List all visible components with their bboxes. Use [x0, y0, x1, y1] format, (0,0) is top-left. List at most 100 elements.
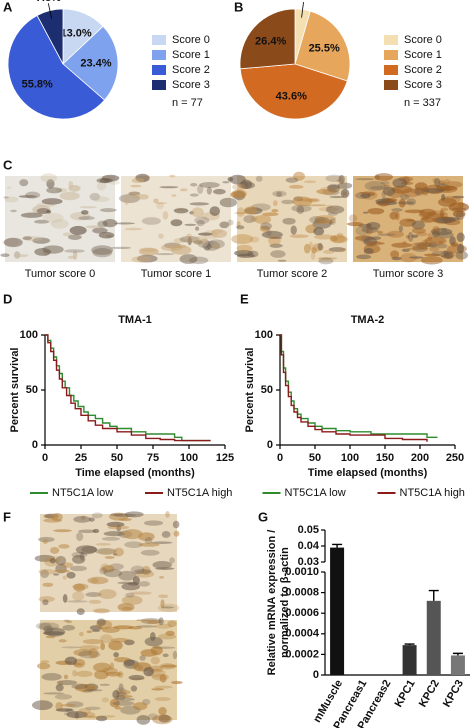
tissue-texture	[62, 594, 68, 603]
tissue-texture	[84, 706, 101, 711]
tissue-texture	[116, 689, 131, 695]
tissue-texture	[91, 245, 114, 255]
tissue-texture	[443, 216, 450, 220]
tissue-texture	[76, 532, 84, 542]
y-tick-label: 50	[26, 384, 38, 396]
tissue-texture	[114, 706, 122, 710]
x-tick-label: KPC3	[441, 678, 466, 709]
tissue-texture	[78, 529, 97, 534]
tissue-texture	[99, 683, 110, 686]
tissue-texture	[361, 235, 372, 243]
tissue-texture	[369, 185, 390, 190]
tissue-texture	[140, 649, 158, 657]
tissue-texture	[109, 698, 120, 708]
tissue-texture	[444, 179, 451, 184]
tissue-texture	[443, 250, 449, 256]
y-axis-label: Percent survival	[9, 348, 21, 433]
survival-curve	[280, 334, 428, 442]
tissue-texture	[130, 685, 138, 692]
tissue-texture	[94, 670, 109, 680]
sample-size: n = 337	[404, 97, 441, 109]
tissue-texture	[113, 547, 124, 557]
tissue-texture	[162, 210, 169, 220]
tissue-texture	[114, 694, 133, 698]
tissue-texture	[222, 181, 230, 184]
tissue-texture	[128, 191, 140, 199]
tissue-texture	[78, 708, 92, 714]
tissue-texture	[58, 639, 67, 643]
x-tick-label: 200	[411, 452, 429, 464]
tissue-texture	[10, 209, 17, 213]
tissue-texture	[100, 642, 106, 651]
tissue-texture	[428, 241, 438, 249]
tissue-texture	[82, 715, 102, 719]
tissue-texture	[38, 568, 56, 575]
tissue-texture	[93, 662, 112, 673]
tissue-texture	[34, 247, 52, 256]
tissue-texture	[330, 236, 338, 242]
legend-label: NT5C1A high	[167, 487, 232, 499]
bar	[330, 547, 345, 675]
tissue-texture	[158, 233, 164, 239]
tissue-texture	[289, 184, 304, 189]
legend-label: Score 2	[404, 64, 442, 76]
tissue-texture	[296, 205, 305, 214]
tissue-texture	[195, 226, 200, 231]
tissue-texture	[124, 227, 143, 231]
legend-swatch	[384, 65, 398, 75]
tissue-texture	[108, 640, 123, 651]
tissue-texture	[456, 232, 465, 243]
tissue-texture	[78, 650, 101, 659]
tissue-texture	[144, 537, 153, 545]
legend-label: Score 2	[172, 64, 210, 76]
tissue-texture	[381, 190, 386, 199]
tissue-texture	[439, 186, 457, 191]
legend-swatch	[384, 50, 398, 60]
panel-letter: E	[240, 291, 249, 306]
tissue-texture	[355, 178, 375, 181]
tissue-texture	[390, 250, 400, 259]
tissue-texture	[68, 181, 74, 189]
tissue-texture	[240, 179, 253, 190]
tissue-texture	[179, 254, 198, 264]
tissue-texture	[73, 516, 91, 523]
tissue-texture	[236, 207, 245, 217]
tissue-texture	[79, 631, 84, 637]
tissue-texture	[244, 206, 258, 215]
tissue-texture	[414, 182, 428, 191]
tissue-texture	[405, 235, 411, 239]
tissue-texture	[141, 217, 161, 225]
tissue-texture	[236, 244, 253, 252]
tissue-texture	[76, 608, 85, 616]
tissue-texture	[118, 570, 136, 581]
tissue-texture	[259, 225, 271, 232]
tissue-texture	[38, 596, 55, 603]
tissue-texture	[387, 230, 404, 238]
tissue-texture	[406, 198, 417, 206]
tissue-texture	[291, 204, 312, 213]
x-tick-label: KPC2	[417, 678, 442, 709]
tissue-texture	[55, 708, 73, 712]
tissue-texture	[72, 583, 89, 590]
tissue-texture	[153, 198, 159, 204]
x-tick-label: 75	[147, 452, 159, 464]
tissue-texture	[82, 638, 104, 645]
x-tick-label: 250	[446, 452, 464, 464]
tissue-texture	[156, 202, 164, 210]
tissue-texture	[59, 191, 80, 201]
pie-slice	[62, 25, 119, 101]
tissue-texture	[424, 236, 447, 246]
tissue-texture	[328, 247, 346, 252]
tissue-texture	[121, 606, 133, 610]
chart-title: TMA-1	[118, 314, 152, 326]
tissue-texture	[109, 662, 115, 670]
tissue-texture	[115, 697, 135, 702]
tissue-texture	[260, 222, 272, 230]
tissue-texture	[42, 212, 64, 223]
tissue-texture	[407, 231, 414, 242]
leader-line	[301, 2, 304, 18]
panel-letter: B	[234, 0, 243, 14]
tissue-texture	[63, 712, 70, 716]
tissue-texture	[336, 232, 344, 238]
tissue-texture	[316, 188, 337, 195]
